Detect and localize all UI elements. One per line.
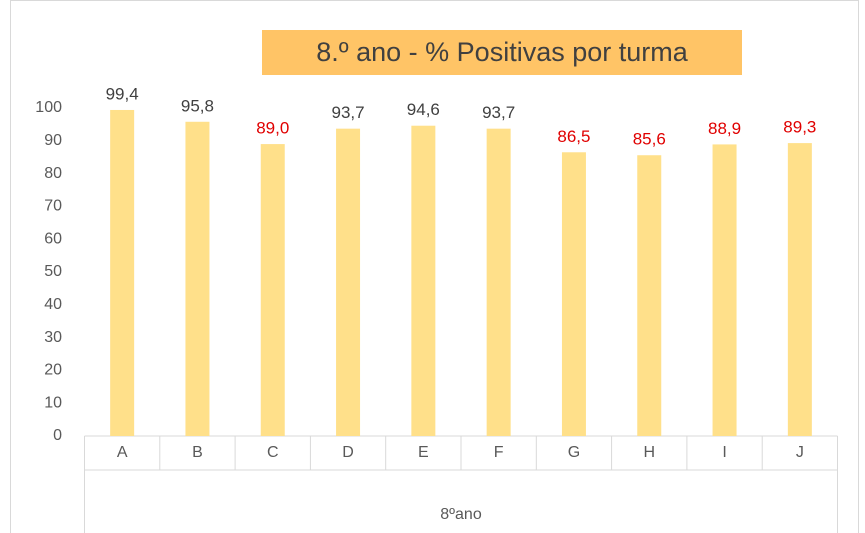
bar xyxy=(336,128,361,436)
x-tick-label: I xyxy=(722,444,726,461)
bar xyxy=(637,155,662,436)
bar xyxy=(110,109,135,436)
y-tick-label: 40 xyxy=(44,296,62,313)
x-tick-label: D xyxy=(342,444,354,461)
value-label: 99,4 xyxy=(106,84,139,103)
y-tick-label: 0 xyxy=(53,427,62,444)
x-tick-label: F xyxy=(494,444,504,461)
value-label: 94,6 xyxy=(407,100,440,119)
bar xyxy=(712,144,737,436)
y-tick-label: 50 xyxy=(44,263,62,280)
x-tick-label: E xyxy=(418,444,429,461)
x-axis-label: 8ºano xyxy=(440,506,482,523)
value-label: 89,3 xyxy=(783,118,816,137)
x-tick-label: C xyxy=(267,444,279,461)
y-tick-label: 20 xyxy=(44,362,62,379)
bar xyxy=(411,125,436,436)
bar xyxy=(185,121,210,436)
y-tick-label: 100 xyxy=(35,99,62,116)
bar xyxy=(260,144,285,436)
y-tick-label: 70 xyxy=(44,198,62,215)
y-tick-label: 10 xyxy=(44,394,62,411)
x-tick-label: J xyxy=(796,444,804,461)
title-box xyxy=(262,30,742,75)
bar xyxy=(787,143,812,436)
value-label: 85,6 xyxy=(633,130,666,149)
x-tick-label: A xyxy=(117,444,128,461)
y-tick-label: 80 xyxy=(44,165,62,182)
value-label: 88,9 xyxy=(708,119,741,138)
value-label: 93,7 xyxy=(482,103,515,122)
bar xyxy=(561,152,586,436)
value-label: 95,8 xyxy=(181,96,214,115)
bar xyxy=(486,128,511,436)
value-label: 93,7 xyxy=(332,103,365,122)
y-tick-label: 60 xyxy=(44,230,62,247)
chart-title: 8.º ano - % Positivas por turma xyxy=(316,37,688,67)
x-tick-label: B xyxy=(192,444,203,461)
x-tick-label: H xyxy=(643,444,655,461)
x-tick-label: G xyxy=(568,444,580,461)
value-label: 86,5 xyxy=(557,127,590,146)
value-label: 89,0 xyxy=(256,119,289,138)
y-tick-label: 30 xyxy=(44,329,62,346)
y-tick-label: 90 xyxy=(44,132,62,149)
